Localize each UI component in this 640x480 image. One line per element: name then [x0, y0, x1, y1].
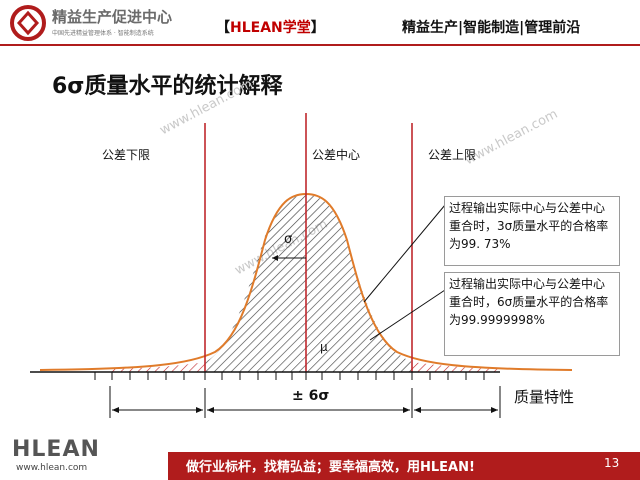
- upper-limit-label: 公差上限: [428, 148, 477, 162]
- brand-title: 【HLEAN学堂】: [216, 17, 325, 37]
- page-number: 13: [604, 456, 620, 470]
- header-nav: 精益生产|智能制造|管理前沿: [402, 20, 581, 36]
- callout-leader-1: [363, 204, 446, 303]
- six-sigma-span-label: ± 6σ: [288, 388, 334, 404]
- brand-xuetang: 学堂: [282, 20, 311, 36]
- hatched-left-area: [205, 195, 306, 372]
- sigma-label: σ: [284, 232, 293, 247]
- footer-url: www.hlean.com: [16, 463, 88, 473]
- mu-label: μ: [320, 340, 328, 354]
- callout-3sigma: 过程输出实际中心与公差中心重合时，3σ质量水平的合格率为99. 73%: [444, 196, 620, 266]
- brand-bracket-open: 【: [216, 20, 230, 36]
- right-tail-hatch: [412, 362, 500, 372]
- axis-ticks: [94, 372, 485, 380]
- callout-leader-2: [369, 289, 446, 341]
- center-label: 公差中心: [312, 148, 361, 162]
- callout-6sigma: 过程输出实际中心与公差中心重合时，6σ质量水平的合格率为99.9999998%: [444, 272, 620, 356]
- header-divider: [0, 44, 640, 46]
- footer-logo: HLEAN: [12, 437, 100, 462]
- circle-logo-icon: [10, 5, 46, 41]
- brand-bracket-close: 】: [310, 20, 325, 36]
- lower-limit-label: 公差下限: [102, 148, 151, 162]
- quality-characteristic-label: 质量特性: [514, 388, 575, 406]
- brand-hlean: HLEAN: [230, 20, 283, 36]
- company-name: 精益生产促进中心: [52, 8, 173, 26]
- page-title: 6σ质量水平的统计解释: [52, 74, 283, 99]
- left-tail-hatch: [110, 362, 205, 372]
- company-tagline: 中国先进精益管理体系 · 智能制造系统: [52, 30, 154, 37]
- footer-bar: [168, 452, 640, 480]
- footer-slogan: 做行业标杆，找精弘益；要幸福高效，用HLEAN!: [186, 460, 475, 475]
